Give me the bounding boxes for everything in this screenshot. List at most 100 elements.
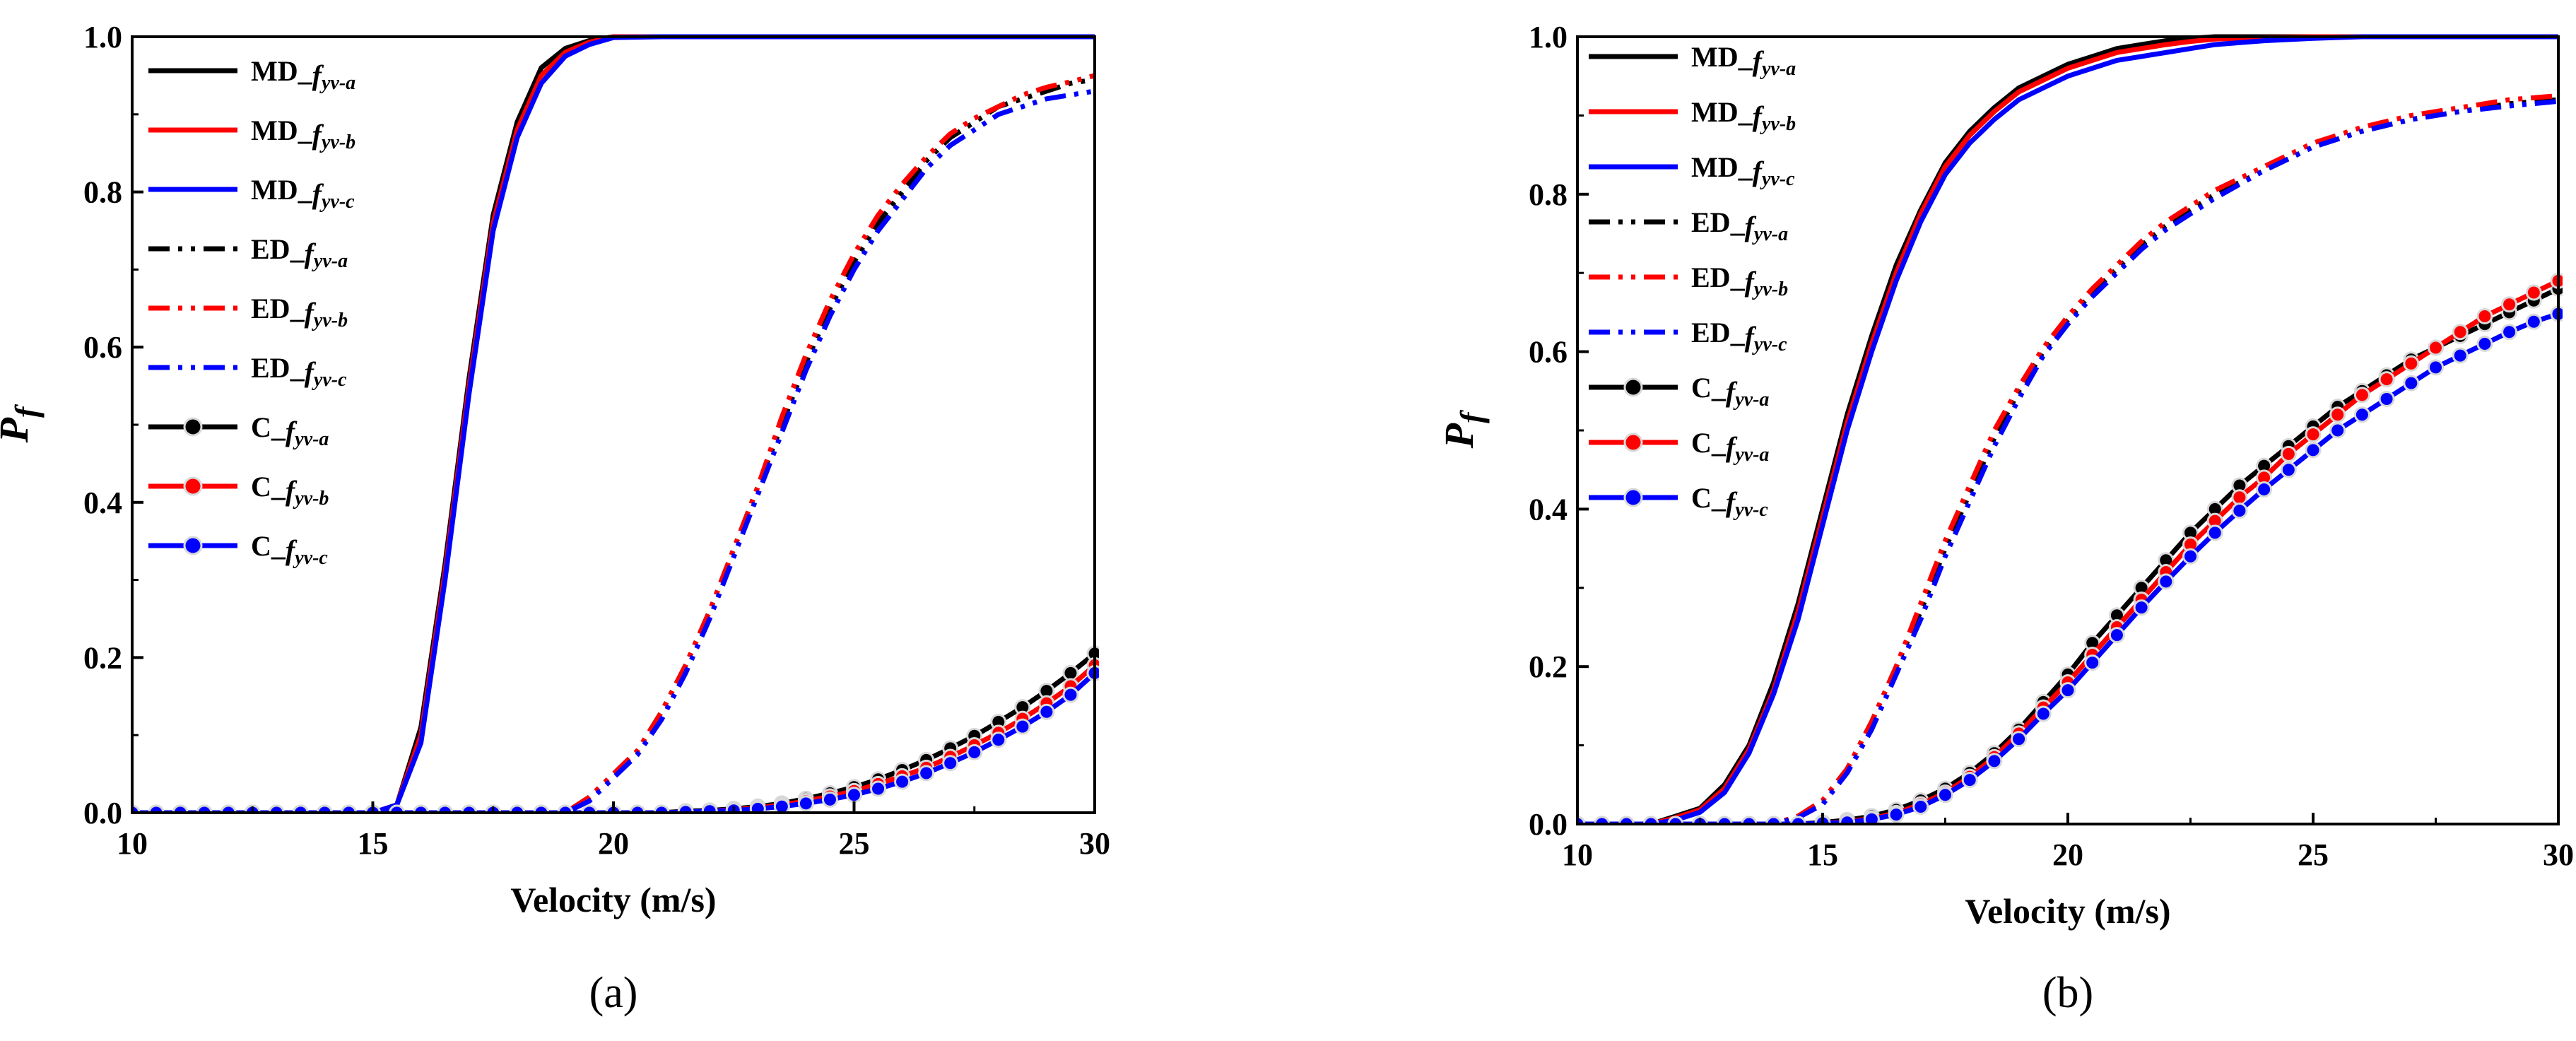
chart1-marker-8-35 [2428, 359, 2444, 376]
chart0-marker-8-9 [340, 804, 357, 813]
chart1-marker-8-17 [1986, 753, 2003, 770]
chart0-marker-8-24 [701, 803, 718, 813]
chart1-y-tick-label-1: 0.2 [1529, 649, 1568, 684]
chart1-legend-marker-8 [1623, 488, 1643, 507]
chart1-marker-7-36 [2452, 324, 2469, 341]
chart1-x-axis-label: Velocity (m/s) [1965, 891, 2170, 931]
chart0-x-tick-label-0: 10 [117, 826, 148, 861]
chart1-marker-8-32 [2353, 406, 2370, 423]
chart0-legend-label-0: MD_fyv-a [251, 55, 355, 94]
chart0-marker-8-29 [821, 791, 838, 808]
chart0-marker-8-17 [533, 804, 550, 813]
chart0-legend-label-sub-0: yv-a [319, 72, 355, 94]
chart1-marker-8-14 [1912, 798, 1929, 815]
chart1-marker-8-16 [1961, 772, 1978, 789]
chart0-legend-label-f-6: f [286, 416, 298, 447]
chart0-marker-8-38 [1038, 703, 1055, 720]
chart1-y-tick-label-3: 0.6 [1529, 335, 1568, 370]
chart0-marker-8-34 [942, 755, 959, 772]
panel-a: 10 15 20 25 30 0.0 0.2 0.4 0.6 0.8 1.0 Velocity (m/… [0, 20, 1110, 1017]
chart0-marker-8-1 [148, 804, 165, 813]
chart0-y-tick-label-4: 0.8 [83, 175, 122, 210]
panel-b: 10 15 20 25 30 0.0 0.2 0.4 0.6 0.8 1.0 Velocity (m/… [1436, 20, 2574, 1017]
chart1-marker-8-15 [1937, 787, 1953, 804]
chart0-legend-label-sub-6: yv-a [293, 428, 329, 450]
chart0-legend-label-6: C_fyv-a [251, 411, 329, 450]
chart1-y-tick-label-5: 1.0 [1529, 20, 1568, 54]
chart0-marker-8-13 [437, 804, 454, 813]
chart1-legend-label-sub-8: yv-c [1733, 499, 1768, 521]
chart1-marker-8-25 [2182, 548, 2199, 565]
chart1-x-tick-label-4: 30 [2543, 837, 2574, 872]
chart0-marker-8-28 [797, 795, 814, 812]
chart1-legend-label-sub-2: yv-c [1760, 168, 1795, 190]
chart1-marker-8-3 [1642, 816, 1659, 824]
chart1-marker-7-33 [2378, 371, 2395, 388]
chart0-marker-8-30 [846, 787, 862, 804]
chart0-marker-8-0 [132, 804, 141, 813]
chart1-legend-label-2: MD_fyv-c [1691, 151, 1795, 190]
chart0-legend: MD_fyv-aMD_fyv-bMD_fyv-cED_fyv-aED_fyv-b… [148, 55, 355, 569]
chart1-marker-7-37 [2476, 307, 2493, 324]
chart0-legend-label-4: ED_fyv-b [251, 293, 348, 331]
chart0-marker-8-35 [966, 743, 983, 760]
chart0-legend-label-3: ED_fyv-a [251, 233, 348, 272]
chart1-marker-8-6 [1716, 816, 1733, 824]
chart0-legend-label-f-8: f [286, 534, 298, 566]
chart0-y-axis-label-main: P [0, 417, 37, 443]
chart0-marker-8-12 [413, 804, 430, 813]
chart0-marker-8-32 [894, 773, 911, 790]
chart1-series-line-ED_fyv-b-4 [1577, 93, 2559, 824]
chart1-marker-8-22 [2108, 627, 2125, 644]
chart1-marker-8-28 [2256, 481, 2273, 498]
chart1-marker-7-30 [2305, 426, 2322, 443]
chart1-marker-7-35 [2428, 339, 2444, 356]
chart0-legend-label-8: C_fyv-c [251, 530, 328, 569]
chart0-marker-8-21 [629, 804, 646, 813]
chart0-x-tick-label-1: 15 [358, 826, 389, 861]
chart0-y-tick-label-3: 0.6 [83, 330, 122, 365]
chart0-legend-label-7: C_fyv-b [251, 471, 329, 510]
chart0-legend-label-f-0: f [312, 59, 324, 91]
chart1-marker-8-31 [2329, 422, 2346, 439]
chart0-y-axis-label-sub: f [8, 404, 45, 418]
chart1-series-line-MD_fyv-c-2 [1577, 34, 2558, 824]
chart1-x-tick-label-1: 15 [1807, 837, 1838, 872]
chart0-legend-label-sub-1: yv-b [319, 131, 355, 153]
chart1-marker-7-32 [2353, 387, 2370, 404]
chart0-y-axis-label: Pf [0, 404, 45, 443]
chart0-legend-label-sub-8: yv-c [293, 547, 328, 569]
chart1-legend-label-main-6: C_ [1691, 372, 1727, 404]
chart1-legend-label-3: ED_fyv-a [1691, 206, 1788, 245]
chart1-panel-label: (b) [2042, 969, 2093, 1017]
chart0-marker-8-2 [172, 804, 189, 813]
chart0-legend-label-main-3: ED_ [251, 233, 305, 265]
chart0-legend-label-sub-4: yv-b [312, 310, 348, 331]
chart1-legend-label-5: ED_fyv-c [1691, 317, 1787, 355]
chart1-legend-label-main-3: ED_ [1691, 206, 1746, 238]
chart0-series-line-C_fyv-a-6 [132, 652, 1097, 813]
chart0-marker-8-39 [1062, 686, 1079, 703]
chart0-x-axis-label: Velocity (m/s) [510, 880, 716, 919]
chart0-marker-8-33 [918, 765, 935, 782]
chart0-marker-8-37 [1014, 718, 1031, 735]
chart0-series-line-ED_fyv-b-4 [132, 73, 1095, 813]
chart1-legend-label-4: ED_fyv-b [1691, 261, 1788, 300]
chart1-y-tick-label-4: 0.8 [1529, 177, 1568, 212]
chart1-legend-label-6: C_fyv-a [1691, 372, 1769, 411]
chart1-legend-label-7: C_fyv-a [1691, 427, 1769, 466]
chart1-legend-label-f-2: f [1753, 155, 1765, 187]
chart1-marker-7-31 [2329, 406, 2346, 423]
chart0-panel-label: (a) [589, 969, 638, 1017]
chart0-legend-marker-7 [183, 476, 203, 496]
chart1-plot-area [1577, 34, 2563, 824]
chart0-marker-8-3 [196, 804, 213, 813]
chart1-y-axis-label-sub: f [1454, 409, 1490, 423]
chart1-legend-label-main-4: ED_ [1691, 261, 1746, 293]
chart0-legend-label-main-7: C_ [251, 471, 286, 502]
chart0-plot-area [132, 34, 1099, 813]
chart1-legend-label-0: MD_fyv-a [1691, 41, 1796, 80]
chart0-marker-8-4 [220, 804, 237, 813]
chart1-marker-8-30 [2305, 442, 2322, 459]
chart0-marker-8-8 [316, 804, 333, 813]
